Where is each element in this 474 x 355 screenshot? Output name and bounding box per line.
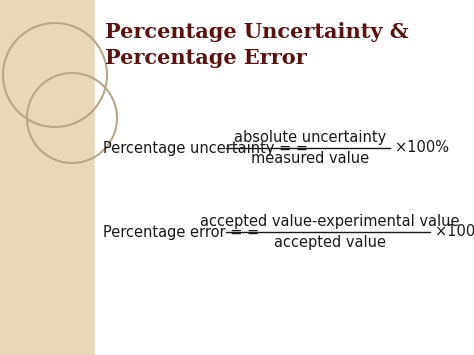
Text: Percentage uncertainty = =: Percentage uncertainty = =: [103, 141, 308, 155]
Text: Percentage Error: Percentage Error: [105, 48, 307, 68]
Text: measured value: measured value: [251, 151, 369, 166]
Text: absolute uncertainty: absolute uncertainty: [234, 130, 386, 145]
Text: Percentage error = =: Percentage error = =: [103, 224, 259, 240]
Bar: [0, 0, 95, 355]
Text: accepted value: accepted value: [274, 235, 386, 250]
Text: ×100%: ×100%: [435, 224, 474, 240]
Text: ×100%: ×100%: [395, 141, 449, 155]
Text: accepted value-experimental value: accepted value-experimental value: [200, 214, 460, 229]
Text: Percentage Uncertainty &: Percentage Uncertainty &: [105, 22, 409, 42]
Bar: [95, 0, 474, 355]
